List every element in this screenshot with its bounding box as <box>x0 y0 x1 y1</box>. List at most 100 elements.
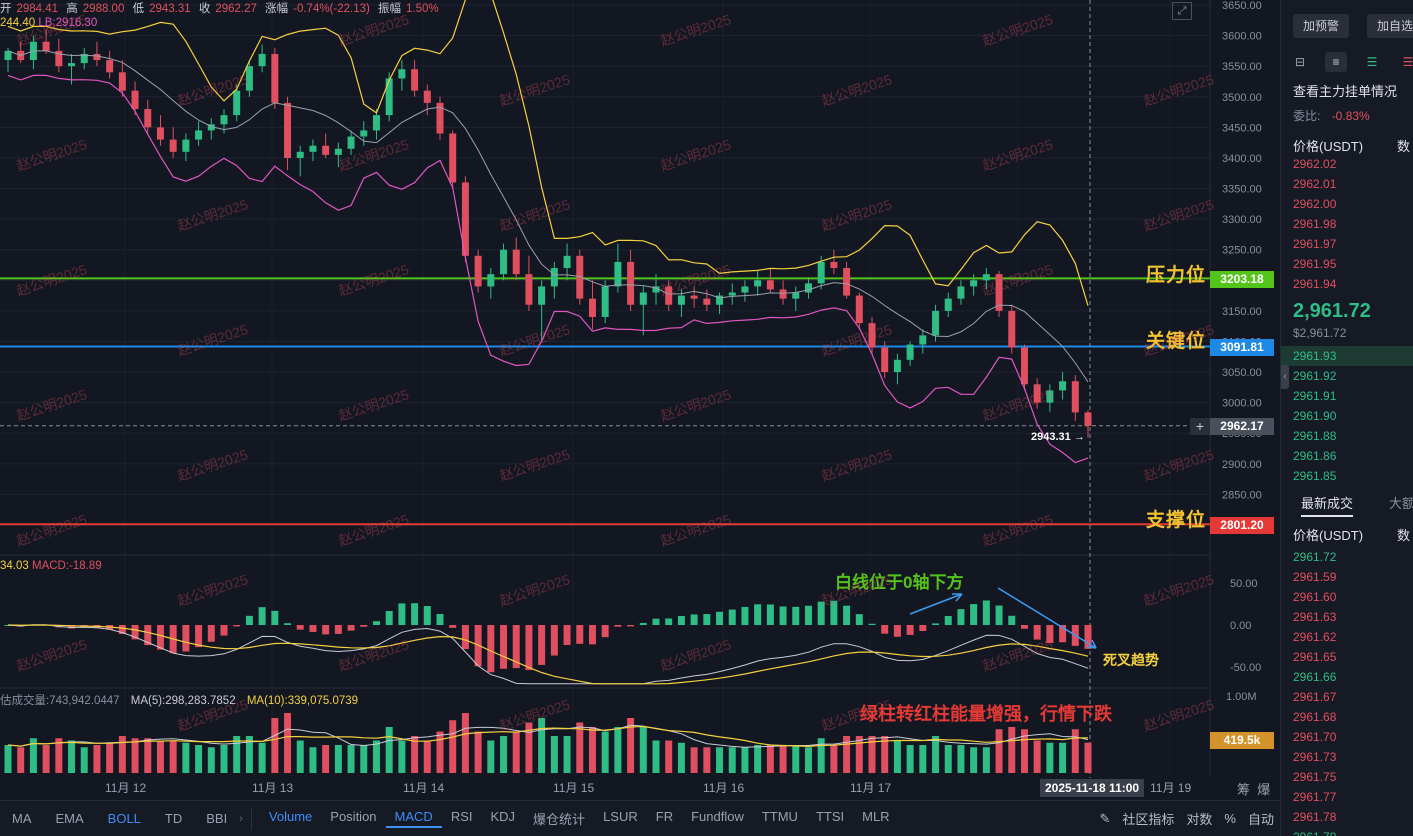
trade-row: 2961.70 <box>1293 730 1337 744</box>
candle-body <box>169 139 177 152</box>
tab-bbi[interactable]: BBI <box>206 811 228 826</box>
ask-row[interactable]: 2961.97 <box>1293 237 1337 251</box>
trade-row: 2961.78 <box>1293 810 1337 824</box>
tab-indicator-5[interactable]: 爆仓统计 <box>533 812 586 827</box>
volume-bar <box>906 745 914 773</box>
candle-body <box>716 295 724 305</box>
candle-body <box>220 115 228 125</box>
tab-ema[interactable]: EMA <box>55 811 84 826</box>
tab-indicator-10[interactable]: TTSI <box>815 809 845 824</box>
bid-row[interactable]: 2961.92 <box>1293 369 1337 383</box>
candle-body <box>1084 412 1092 426</box>
fullscreen-icon[interactable]: ⤢ <box>1172 2 1192 20</box>
candle-body <box>258 53 266 67</box>
tab-indicator-1[interactable]: Position <box>330 809 377 824</box>
ask-row[interactable]: 2962.02 <box>1293 157 1337 171</box>
auto-scale-button[interactable]: 自动 <box>1247 812 1274 827</box>
volume-bar <box>245 736 253 773</box>
tab-indicator-4[interactable]: KDJ <box>490 809 516 824</box>
bid-highlight <box>1281 346 1413 366</box>
community-indicator-button[interactable]: 社区指标 <box>1122 812 1175 827</box>
settings-icon[interactable]: ✎ <box>1099 810 1111 826</box>
log-scale-button[interactable]: 对数 <box>1186 812 1213 827</box>
candle-body <box>741 286 749 293</box>
macd-histogram-bar <box>588 625 596 645</box>
candle-body <box>385 78 393 116</box>
candle-body <box>919 335 927 345</box>
liquidation-tool[interactable]: 爆 <box>1257 782 1271 797</box>
bid-row[interactable]: 2961.85 <box>1293 469 1337 483</box>
add-alert-button[interactable]: 加预警 <box>1293 14 1350 38</box>
crosshair-plus-icon[interactable]: + <box>1190 418 1210 435</box>
volume-bar <box>563 736 571 773</box>
macd-dif-line <box>7 624 1089 685</box>
macd-histogram-bar <box>982 600 990 625</box>
macd-histogram-bar <box>703 614 711 625</box>
ask-row[interactable]: 2962.00 <box>1293 197 1337 211</box>
volume-bar <box>296 740 304 773</box>
volume-bar <box>766 745 774 773</box>
candle-body <box>487 274 495 287</box>
volume-bar <box>1084 742 1092 773</box>
macd-histogram-bar <box>411 603 419 625</box>
tab-indicator-3[interactable]: RSI <box>450 809 473 824</box>
axis-corner-tools[interactable]: 筹 爆 <box>1237 779 1270 798</box>
candle-body <box>42 41 50 51</box>
tab-large-trades[interactable]: 大额 <box>1389 496 1413 511</box>
support-label: 支撑位 <box>1146 510 1207 531</box>
add-watchlist-button[interactable]: 加自选 <box>1367 14 1413 38</box>
orderbook-title[interactable]: 查看主力挂单情况 <box>1293 84 1398 99</box>
volume-bar <box>1071 729 1079 773</box>
ask-row[interactable]: 2961.95 <box>1293 257 1337 271</box>
candle-body <box>665 286 673 305</box>
chip-tool[interactable]: 筹 <box>1237 782 1251 797</box>
volume-bar <box>322 745 330 773</box>
tab-latest-trades[interactable]: 最新成交 <box>1301 493 1354 517</box>
layout-both-icon[interactable]: ⊟ <box>1294 55 1306 69</box>
volume-bar <box>614 727 622 773</box>
tab-boll[interactable]: BOLL <box>107 811 141 826</box>
annotation-arrow <box>997 587 1097 649</box>
ratio-label: 委比: <box>1293 109 1321 123</box>
bid-row[interactable]: 2961.88 <box>1293 429 1337 443</box>
layout-bids-icon[interactable]: ☰ <box>1366 55 1378 69</box>
ask-row[interactable]: 2961.94 <box>1293 277 1337 291</box>
volume-bar <box>4 745 12 773</box>
tab-indicator-9[interactable]: TTMU <box>761 809 798 824</box>
tab-ma[interactable]: MA <box>12 811 32 826</box>
ask-row[interactable]: 2962.01 <box>1293 177 1337 191</box>
tab-indicator-2[interactable]: MACD <box>385 809 442 828</box>
layout-asks-icon[interactable]: ☰ <box>1402 55 1413 69</box>
bid-row[interactable]: 2961.93 <box>1293 349 1337 363</box>
boll-upper-line <box>7 0 1089 306</box>
ohlc-info-bar: 开 2984.41 高 2988.00 低 2943.31 收 2962.27 涨幅 -0… <box>0 0 444 15</box>
macd-histogram-bar <box>118 625 126 634</box>
tab-indicator-0[interactable]: Volume <box>268 809 313 824</box>
tab-indicator-8[interactable]: Fundflow <box>691 809 744 824</box>
volume-value: 估成交量:743,942.0447 <box>0 695 120 707</box>
panel-collapse-icon[interactable]: ‹ <box>1281 365 1289 389</box>
volume-bar <box>156 740 164 773</box>
annotation-volume-note: 绿柱转红柱能量增强，行情下跌 <box>860 704 1112 724</box>
bid-row[interactable]: 2961.86 <box>1293 449 1337 463</box>
tab-td[interactable]: TD <box>164 811 183 826</box>
kline-chart[interactable]: 3650.00 3600.00 3550.00 3500.00 3450.00 3400.… <box>0 0 1280 800</box>
chart-canvas[interactable]: 3650.00 3600.00 3550.00 3500.00 3450.00 3400.… <box>0 0 1280 800</box>
bid-row[interactable]: 2961.90 <box>1293 409 1337 423</box>
tab-indicator-6[interactable]: LSUR <box>603 809 638 824</box>
percent-scale-button[interactable]: % <box>1224 811 1236 826</box>
tab-indicator-11[interactable]: MLR <box>862 809 890 824</box>
candle-body <box>284 102 292 158</box>
amplitude-label: 振幅 <box>378 3 402 15</box>
bid-row[interactable]: 2961.91 <box>1293 389 1337 403</box>
layout-split-icon[interactable]: ≡ <box>1325 52 1347 72</box>
tab-indicator-7[interactable]: FR <box>655 809 674 824</box>
time-axis-label: 11月 19 <box>1150 781 1191 795</box>
ask-row[interactable]: 2961.98 <box>1293 217 1337 231</box>
candle-body <box>106 60 114 73</box>
macd-histogram-bar <box>563 625 571 645</box>
macd-histogram-bar <box>309 625 317 633</box>
candle-body <box>843 268 851 296</box>
more-indicators-icon[interactable]: › <box>239 812 243 825</box>
macd-legend: 34.03 MACD:-18.89 <box>0 560 102 572</box>
